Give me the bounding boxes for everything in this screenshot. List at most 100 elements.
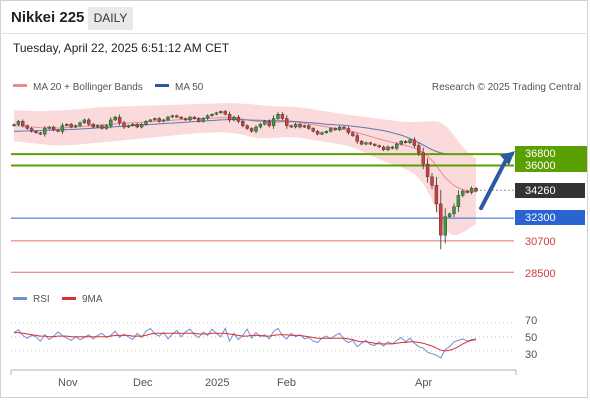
candle [346, 126, 351, 135]
candle [368, 141, 373, 146]
candle-up-body [60, 125, 65, 132]
projection-arrow-shaft [479, 156, 509, 211]
x-label-nov: Nov [58, 377, 78, 389]
candle-down-body [311, 128, 315, 132]
candle [329, 127, 333, 133]
candle [298, 122, 302, 129]
candle [403, 140, 408, 144]
candle-down-body [179, 116, 183, 119]
candle-down-body [474, 188, 478, 192]
candle [117, 114, 122, 126]
candle-down-body [439, 203, 443, 236]
candle [399, 139, 403, 146]
candle-up-body [153, 118, 157, 121]
timeframe-badge[interactable]: DAILY [88, 7, 133, 30]
candles [12, 110, 478, 250]
candle [25, 124, 29, 130]
candle-up-body [78, 122, 82, 126]
candle-up-body [337, 126, 342, 131]
candle-up-body [82, 119, 87, 123]
candle-up-body [258, 123, 263, 128]
candle-up-body [126, 125, 131, 128]
candle [276, 112, 280, 121]
candle [126, 124, 131, 128]
candle-down-body [359, 141, 364, 145]
candle-down-body [342, 126, 346, 129]
candle-down-body [381, 146, 386, 151]
rsi-line [13, 327, 477, 359]
ma50-legend-swatch [155, 84, 169, 87]
rsi-ma-line [14, 332, 477, 352]
ma50-line [13, 119, 476, 155]
candle-down-body [51, 126, 56, 131]
candle [232, 115, 236, 122]
candle-up-body [399, 141, 403, 145]
candle-up-body [408, 139, 412, 143]
candle-down-body [417, 145, 421, 153]
candle [342, 126, 346, 130]
candle [315, 130, 320, 136]
candle-down-body [403, 141, 408, 143]
candle [412, 137, 417, 149]
candle [245, 124, 249, 130]
candle [258, 122, 263, 129]
candle [51, 125, 56, 132]
candle-up-body [104, 125, 109, 129]
pivot-tag [515, 210, 585, 225]
candle [434, 177, 439, 213]
candle-down-body [425, 163, 430, 178]
candle [16, 119, 21, 126]
candle [179, 116, 183, 120]
instrument-title: Nikkei 225 [11, 9, 85, 26]
candle [408, 138, 412, 144]
candle [377, 144, 381, 148]
candle-up-body [144, 121, 148, 125]
candle-down-body [280, 114, 285, 119]
candle [188, 115, 192, 122]
candle-up-body [302, 125, 307, 128]
candle-down-body [69, 123, 73, 128]
candle [205, 114, 210, 120]
candle [82, 118, 87, 125]
r2-tag [515, 146, 587, 160]
ma50-legend-label: MA 50 [175, 82, 204, 93]
candle-up-body [329, 128, 333, 132]
candle [219, 110, 223, 114]
candle-up-body [65, 123, 69, 126]
candle [447, 212, 452, 218]
candle-down-body [412, 139, 417, 146]
candle-up-body [469, 188, 474, 193]
candle [474, 186, 478, 193]
candle-down-body [373, 143, 377, 146]
projection-arrow [479, 151, 515, 211]
candle-up-body [364, 142, 368, 145]
candle-up-body [219, 111, 223, 114]
candle [65, 123, 69, 127]
candle-up-body [47, 126, 51, 129]
candle-down-body [421, 152, 425, 165]
candle-up-body [148, 119, 153, 122]
candle-up-body [131, 123, 135, 126]
candle [161, 118, 166, 123]
rsi-legend-swatch [13, 297, 27, 300]
candle-up-body [461, 190, 465, 196]
candle [43, 125, 47, 137]
candle-down-body [197, 118, 201, 122]
candle [236, 115, 241, 124]
last-price-tag [515, 183, 585, 198]
candle-down-body [175, 115, 179, 118]
candle [469, 186, 474, 195]
candle-up-body [232, 116, 236, 121]
candle-up-body [188, 116, 192, 121]
candle [293, 122, 298, 129]
candle-up-body [447, 213, 452, 217]
candle [153, 117, 157, 121]
last-price-label: 34260 [525, 185, 556, 197]
candle [307, 124, 311, 130]
candle-down-body [249, 128, 254, 132]
candle-down-body [355, 135, 359, 142]
candle [364, 141, 368, 146]
candle-down-body [87, 119, 91, 125]
candle-up-body [109, 119, 113, 126]
candle [337, 125, 342, 132]
